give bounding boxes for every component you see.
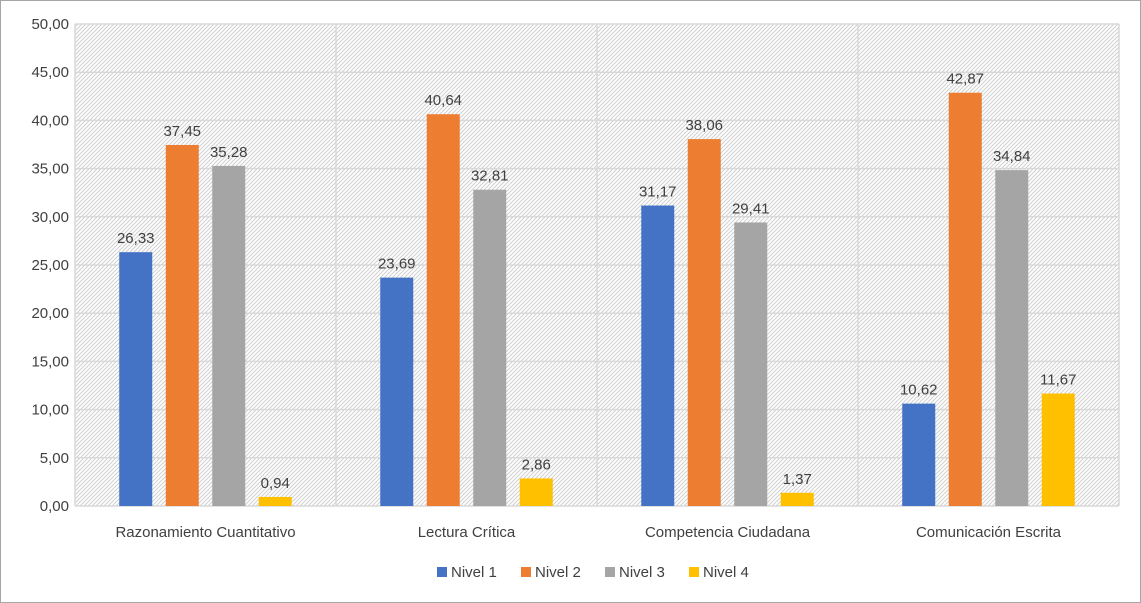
y-tick-label: 15,00 <box>31 353 69 370</box>
legend-label: Nivel 1 <box>451 564 497 581</box>
data-label: 31,17 <box>639 184 677 201</box>
bar <box>780 492 814 506</box>
bar <box>473 189 507 506</box>
bar <box>995 170 1029 506</box>
data-label: 37,45 <box>163 123 201 140</box>
y-tick-label: 50,00 <box>31 16 69 33</box>
category-label: Comunicación Escrita <box>916 524 1062 541</box>
category-label: Competencia Ciudadana <box>645 524 811 541</box>
y-tick-label: 30,00 <box>31 209 69 226</box>
data-label: 23,69 <box>378 256 416 273</box>
data-label: 29,41 <box>732 200 770 217</box>
data-label: 26,33 <box>117 230 155 247</box>
data-label: 10,62 <box>900 382 938 399</box>
y-tick-label: 5,00 <box>40 450 69 467</box>
legend-swatch <box>605 567 615 577</box>
data-labels: 26,33 37,45 35,28 0,94 23,69 40,64 32,81 2,86 31… <box>117 71 1076 492</box>
legend-label: Nivel 3 <box>619 564 665 581</box>
y-tick-label: 10,00 <box>31 402 69 419</box>
y-tick-label: 35,00 <box>31 161 69 178</box>
y-tick-label: 20,00 <box>31 305 69 322</box>
y-tick-label: 40,00 <box>31 112 69 129</box>
bar <box>426 114 460 506</box>
bar <box>734 222 768 506</box>
y-axis: 0,00 5,00 10,00 15,00 20,00 25,00 30,00 35,00 40… <box>31 16 69 515</box>
y-tick-label: 45,00 <box>31 64 69 81</box>
bar <box>212 165 246 506</box>
bar <box>519 478 553 506</box>
bar <box>119 252 153 506</box>
data-label: 0,94 <box>261 475 290 492</box>
gridlines <box>74 23 1120 507</box>
bar <box>1041 393 1075 506</box>
x-axis: Razonamiento Cuantitativo Lectura Crítica… <box>115 524 1061 541</box>
bars <box>119 92 1075 507</box>
category-label: Lectura Crítica <box>418 524 516 541</box>
legend: Nivel 1 Nivel 2 Nivel 3 Nivel 4 <box>437 564 749 581</box>
bar <box>687 139 721 506</box>
data-label: 2,86 <box>522 456 551 473</box>
data-label: 1,37 <box>783 471 812 488</box>
legend-swatch <box>689 567 699 577</box>
bar <box>902 403 936 506</box>
legend-swatch <box>521 567 531 577</box>
legend-label: Nivel 2 <box>535 564 581 581</box>
data-label: 34,84 <box>993 148 1031 165</box>
data-label: 42,87 <box>946 71 984 88</box>
data-label: 32,81 <box>471 168 509 185</box>
bar <box>165 144 199 506</box>
bar <box>380 277 414 506</box>
bar <box>258 496 292 506</box>
bar <box>641 205 675 507</box>
y-tick-label: 0,00 <box>40 498 69 515</box>
y-tick-label: 25,00 <box>31 257 69 274</box>
data-label: 35,28 <box>210 144 248 161</box>
bar <box>948 92 982 506</box>
data-label: 38,06 <box>685 117 723 134</box>
data-label: 40,64 <box>424 92 462 109</box>
data-label: 11,67 <box>1040 372 1076 389</box>
legend-swatch <box>437 567 447 577</box>
legend-label: Nivel 4 <box>703 564 749 581</box>
category-label: Razonamiento Cuantitativo <box>115 524 295 541</box>
